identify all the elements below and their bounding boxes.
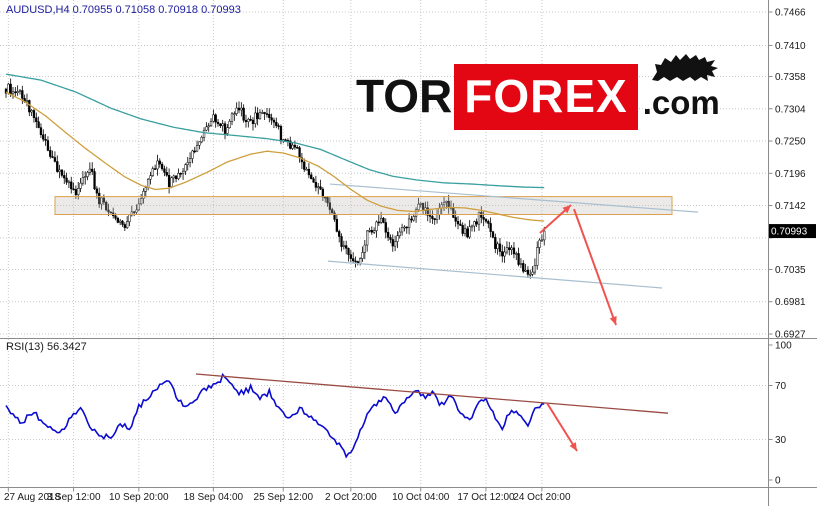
- svg-text:0: 0: [775, 476, 781, 487]
- svg-text:0.6927: 0.6927: [775, 330, 806, 341]
- svg-text:10 Oct 04:00: 10 Oct 04:00: [392, 492, 450, 503]
- svg-text:70: 70: [775, 381, 787, 392]
- svg-text:0.7358: 0.7358: [775, 72, 806, 83]
- logo-com-text: .com: [642, 84, 720, 121]
- rsi-line: [5, 372, 545, 459]
- svg-text:25 Sep 12:00: 25 Sep 12:00: [254, 492, 314, 503]
- rsi-trendline[interactable]: [195, 373, 669, 414]
- svg-text:0.70993: 0.70993: [771, 227, 808, 238]
- svg-text:0.7410: 0.7410: [775, 41, 806, 52]
- svg-text:17 Oct 12:00: 17 Oct 12:00: [457, 492, 515, 503]
- svg-text:0.7142: 0.7142: [775, 201, 806, 212]
- svg-text:0.7466: 0.7466: [775, 8, 806, 19]
- svg-text:3 Sep 12:00: 3 Sep 12:00: [47, 492, 101, 503]
- torforex-logo: TOR FOREX .com: [356, 54, 720, 130]
- rsi-forecast-arrow[interactable]: [546, 402, 578, 452]
- svg-text:24 Oct 20:00: 24 Oct 20:00: [513, 492, 571, 503]
- svg-text:30: 30: [775, 435, 787, 446]
- trendline-upper[interactable]: [329, 183, 699, 213]
- svg-text:2 Oct 20:00: 2 Oct 20:00: [325, 492, 377, 503]
- forecast-arrow-up[interactable]: [539, 204, 572, 234]
- ma-slow-line: [5, 73, 545, 189]
- svg-text:0.6981: 0.6981: [775, 297, 806, 308]
- svg-text:0.7196: 0.7196: [775, 169, 806, 180]
- trendline-lower[interactable]: [327, 260, 663, 289]
- current-price-badge: 0.70993: [769, 224, 816, 239]
- svg-text:0.7035: 0.7035: [775, 265, 806, 276]
- svg-text:0.7250: 0.7250: [775, 137, 806, 148]
- ma-fast-line: [5, 91, 545, 222]
- symbol-ohlc-info: AUDUSD,H4 0.70955 0.71058 0.70918 0.7099…: [6, 4, 241, 16]
- resistance-zone[interactable]: [54, 196, 673, 216]
- candlestick-series: [4, 78, 546, 279]
- svg-text:100: 100: [775, 341, 792, 352]
- forecast-arrow-down[interactable]: [573, 208, 617, 326]
- logo-forex-text: FOREX: [454, 64, 638, 130]
- svg-text:18 Sep 04:00: 18 Sep 04:00: [184, 492, 244, 503]
- svg-text:27 Aug 2018: 27 Aug 2018: [4, 492, 61, 503]
- logo-tor-text: TOR: [356, 70, 453, 122]
- rsi-indicator-label: RSI(13) 56.3427: [6, 341, 87, 353]
- svg-text:0.7304: 0.7304: [775, 104, 806, 115]
- svg-text:10 Sep 20:00: 10 Sep 20:00: [109, 492, 169, 503]
- price-axis[interactable]: 0.7466 0.7410 0.7358 0.7304 0.7250 0.7196 0.71…: [768, 8, 807, 487]
- bull-bear-icon: [652, 54, 718, 81]
